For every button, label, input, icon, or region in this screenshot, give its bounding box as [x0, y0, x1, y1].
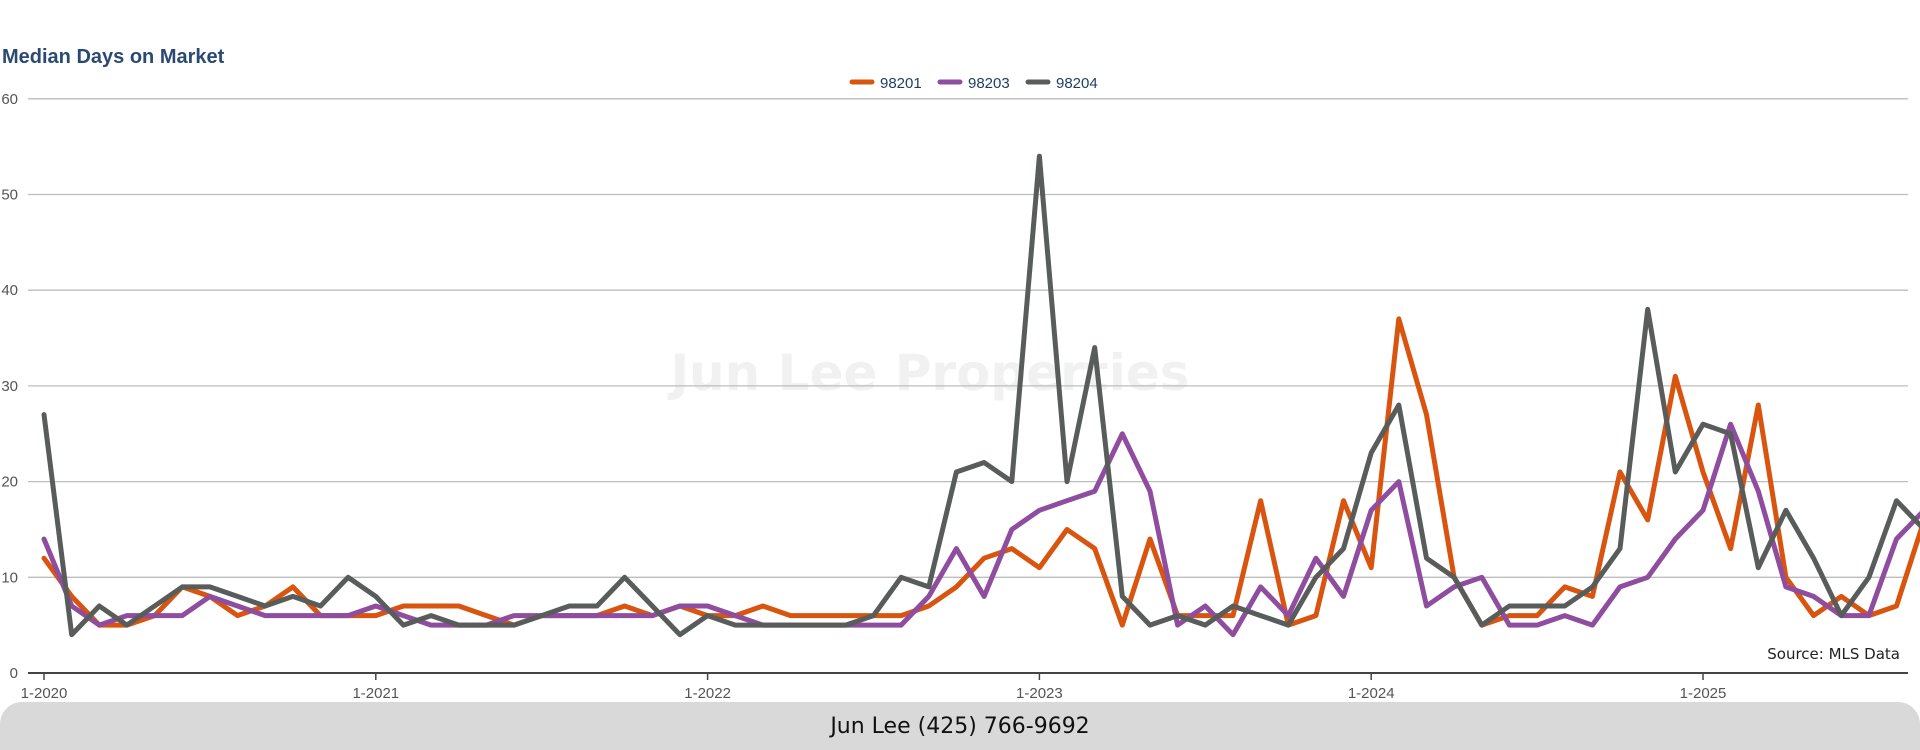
y-tick-label: 40 — [1, 282, 18, 299]
x-tick-label: 1-2021 — [352, 685, 399, 702]
x-axis-ticks: 1-2020 1-2021 1-2022 1-2023 1-2024 1-2025 — [21, 673, 1727, 702]
legend-label-98204: 98204 — [1056, 75, 1098, 92]
source-note: Source: MLS Data — [1767, 645, 1900, 663]
footer-bar: Jun Lee (425) 766-9692 — [0, 702, 1920, 750]
legend-label-98201: 98201 — [880, 75, 922, 92]
y-tick-label: 0 — [10, 665, 18, 682]
x-tick-label: 1-2020 — [21, 685, 68, 702]
x-tick-label: 1-2025 — [1680, 685, 1727, 702]
series-line-98203 — [41, 421, 1920, 638]
footer-contact: Jun Lee (425) 766-9692 — [830, 713, 1090, 739]
y-axis-ticks: 0 10 20 30 40 50 60 — [1, 91, 18, 682]
legend: 98201 98203 98204 — [849, 75, 1098, 92]
x-tick-label: 1-2023 — [1016, 685, 1063, 702]
chart-title: Median Days on Market — [2, 46, 225, 68]
watermark: Jun Lee Properties — [667, 344, 1189, 402]
y-tick-label: 10 — [1, 569, 18, 586]
x-tick-label: 1-2024 — [1348, 685, 1395, 702]
y-tick-label: 60 — [1, 91, 18, 108]
series-line-98204 — [41, 153, 1920, 638]
series-line-98201 — [41, 316, 1920, 628]
y-tick-label: 30 — [1, 378, 18, 395]
y-tick-label: 50 — [1, 187, 18, 204]
grid — [28, 98, 1908, 674]
series-lines — [41, 153, 1920, 638]
legend-label-98203: 98203 — [968, 75, 1010, 92]
y-tick-label: 20 — [1, 474, 18, 491]
x-tick-label: 1-2022 — [684, 685, 731, 702]
